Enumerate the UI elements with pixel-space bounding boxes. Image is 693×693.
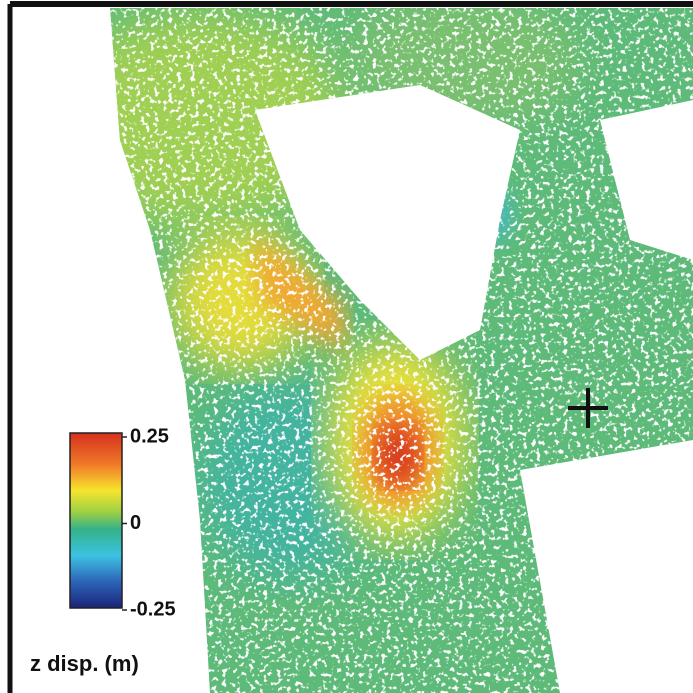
- colorbar-tick-label: 0: [130, 512, 141, 534]
- colorbar-label: z disp. (m): [30, 651, 139, 676]
- colorbar-tick-label: -0.25: [130, 598, 176, 620]
- colorbar: [70, 433, 122, 608]
- colorbar-tick-label: 0.25: [130, 425, 169, 447]
- displacement-map: z disp. (m) 0.25 0 -0.25: [0, 0, 693, 693]
